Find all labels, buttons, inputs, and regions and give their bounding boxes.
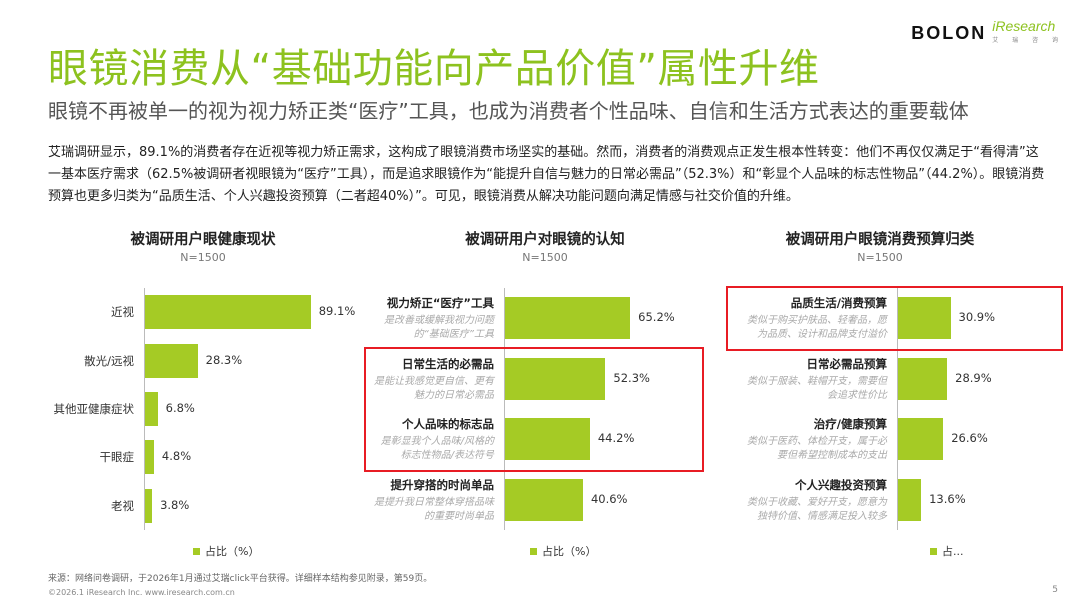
category-label: 提升穿搭的时尚单品	[390, 477, 495, 492]
chart-legend: 占比（%）	[530, 543, 596, 559]
intro-paragraph: 艾瑞调研显示，89.1%的消费者存在近视等视力矫正需求，这构成了眼镜消费市场坚实…	[48, 145, 1045, 204]
copyright: ©2026.1 iResearch Inc. www.iresearch.com…	[48, 588, 235, 597]
chart-bar	[898, 297, 951, 340]
iresearch-logo-subtext: 艾 瑞 咨 询	[992, 37, 1064, 44]
legend-label: 占比（%）	[205, 545, 260, 558]
chart-bar	[145, 343, 198, 378]
category-label: 个人兴趣投资预算	[795, 477, 887, 492]
iresearch-logo-text: iResearch	[992, 18, 1056, 34]
chart-bar	[898, 357, 948, 400]
category-label: 治疗/健康预算	[813, 417, 887, 432]
category-description: 是改善或缓解我视力问题的“基础医疗”工具	[384, 315, 494, 341]
legend-swatch	[193, 547, 200, 555]
bar-value-label: 28.9%	[955, 370, 992, 385]
bolon-logo-text: BOLON	[911, 23, 987, 43]
category-description: 类似于服装、鞋帽开支，需要但会追求性价比	[747, 375, 887, 401]
source-note: 来源：网络问卷调研，于2026年1月通过艾瑞click平台获得。详细样本结构参见…	[48, 574, 433, 584]
chart-legend: 占比（%）	[193, 543, 259, 559]
chart-bar	[898, 418, 944, 461]
legend-swatch	[930, 547, 937, 555]
category-description: 是能让我感觉更自信、更有魅力的日常必需品	[374, 375, 494, 401]
brand-logo: BOLON iResearch 艾 瑞 咨 询	[911, 18, 1064, 44]
chart-sample-size: N=1500	[180, 251, 226, 264]
category-description: 是彰显我个人品味/风格的标志性物品/表达符号	[380, 436, 494, 462]
bar-value-label: 52.3%	[613, 370, 650, 385]
chart-bar	[145, 392, 158, 426]
highlight-box	[726, 286, 1063, 351]
highlight-box	[364, 346, 704, 472]
chart-bar	[145, 488, 153, 523]
bar-value-label: 13.6%	[929, 491, 966, 506]
bar-value-label: 30.9%	[958, 310, 996, 325]
category-label: 个人品味的标志品	[402, 417, 494, 432]
chart-bar	[145, 295, 311, 330]
chart-axis	[144, 288, 145, 530]
legend-label: 占...	[942, 545, 964, 558]
legend-label: 占比（%）	[542, 545, 597, 558]
chart-axis	[504, 288, 505, 530]
bar-value-label: 6.8%	[165, 401, 195, 415]
category-label: 散光/远视	[84, 353, 134, 368]
category-label: 近视	[111, 305, 134, 320]
legend-swatch	[530, 547, 537, 555]
chart-bar	[505, 297, 631, 340]
bar-value-label: 28.3%	[205, 352, 243, 367]
chart-bar	[505, 357, 606, 400]
chart-bar	[505, 418, 590, 461]
category-description: 是提升我日常整体穿搭品味的重要时尚单品	[374, 496, 494, 522]
page-title: 眼镜消费从“基础功能向产品价值”属性升维	[48, 46, 820, 92]
chart-title: 被调研用户眼健康现状	[130, 232, 276, 248]
chart-title: 被调研用户对眼镜的认知	[465, 232, 625, 248]
category-label: 日常必需品预算	[806, 356, 888, 371]
bar-value-label: 26.6%	[951, 431, 988, 446]
category-label: 老视	[111, 498, 134, 513]
category-description: 类似于医药、体检开支，属于必要但希望控制成本的支出	[747, 436, 887, 462]
page-subtitle: 眼镜不再被单一的视为视力矫正类“医疗”工具，也成为消费者个性品味、自信和生活方式…	[48, 99, 969, 123]
category-label: 日常生活的必需品	[402, 356, 494, 371]
category-label: 品质生活/消费预算	[790, 296, 887, 311]
chart-legend: 占...	[930, 543, 964, 559]
category-description: 类似于收藏、爱好开支，愿意为独特价值、情感满足投入较多	[747, 496, 887, 522]
bar-value-label: 44.2%	[597, 431, 635, 446]
category-label: 其他亚健康症状	[53, 402, 135, 416]
bar-value-label: 65.2%	[638, 310, 675, 325]
chart-bar	[898, 478, 922, 521]
bar-value-label: 89.1%	[318, 304, 356, 319]
chart-sample-size: N=1500	[857, 251, 903, 264]
category-label: 视力矫正“医疗”工具	[386, 296, 494, 311]
iresearch-logo: iResearch 艾 瑞 咨 询	[992, 18, 1064, 44]
chart-bar	[505, 478, 583, 521]
bar-value-label: 40.6%	[590, 491, 628, 506]
category-description: 类似于购买护肤品、轻奢品，愿为品质、设计和品牌支付溢价	[747, 315, 887, 341]
page-number: 5	[1052, 585, 1058, 595]
bar-value-label: 4.8%	[161, 449, 192, 464]
chart-bar	[145, 440, 154, 475]
chart-title: 被调研用户眼镜消费预算归类	[785, 232, 975, 248]
bar-value-label: 3.8%	[160, 497, 190, 512]
category-label: 干眼症	[99, 450, 135, 465]
chart-sample-size: N=1500	[522, 251, 568, 264]
chart-axis	[897, 288, 898, 530]
